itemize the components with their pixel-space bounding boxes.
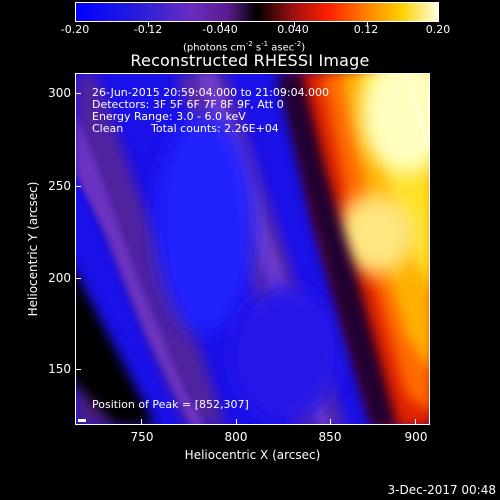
x-axis-label: Heliocentric X (arcsec) [184, 448, 321, 462]
colorbar-tick [148, 21, 149, 27]
energy-range-text: Energy Range: 3.0 - 6.0 keV [92, 110, 246, 123]
colorbar-gradient [76, 3, 438, 21]
time-range-text: 26-Jun-2015 20:59:04.000 to 21:09:04.000 [92, 86, 330, 99]
generation-date: 3-Dec-2017 00:48 [387, 483, 496, 497]
y-tick-label: 300 [48, 86, 71, 100]
colorbar-tick-labels: -0.20 -0.12 -0.040 0.040 0.12 0.20 [60, 24, 460, 38]
colorbar-tick [221, 21, 222, 27]
x-tick-label: 850 [318, 430, 342, 444]
plot-title: Reconstructed RHESSI Image [130, 51, 370, 70]
y-tick-label: 150 [48, 362, 71, 376]
x-tick-label: 750 [130, 430, 154, 444]
colorbar-tick-label: -0.040 [202, 23, 238, 36]
colorbar-tick-label: 0.12 [353, 23, 379, 36]
x-tick-label: 900 [404, 430, 428, 444]
y-axis-ticks [75, 73, 81, 425]
y-tick-label: 200 [48, 271, 71, 285]
detectors-text: Detectors: 3F 5F 6F 7F 8F 9F, Att 0 [92, 98, 284, 111]
y-tick-label: 250 [48, 179, 71, 193]
x-axis-ticks [75, 419, 430, 425]
colorbar-tick-label: 0.20 [425, 23, 451, 36]
colorbar [75, 2, 439, 27]
total-counts-text: Total counts: 2.26E+04 [151, 122, 279, 135]
colorbar-tick-label: 0.040 [277, 23, 309, 36]
colorbar-tick [294, 21, 295, 27]
colorbar-tick-label: -0.20 [60, 23, 90, 36]
rhessi-image [76, 74, 429, 424]
x-tick-label: 800 [224, 430, 248, 444]
peak-position-text: Position of Peak = [852,307] [92, 398, 249, 411]
colorbar-units: (photons cm-2 s-1 asec-2) [183, 40, 306, 54]
beam-marker [78, 419, 86, 422]
clean-text: Clean [92, 122, 124, 135]
y-axis-label: Heliocentric Y (arcsec) [26, 181, 40, 317]
colorbar-tick-label: -0.12 [133, 23, 163, 36]
colorbar-tick [367, 21, 368, 27]
image-plot: 26-Jun-2015 20:59:04.000 to 21:09:04.000… [75, 73, 430, 425]
